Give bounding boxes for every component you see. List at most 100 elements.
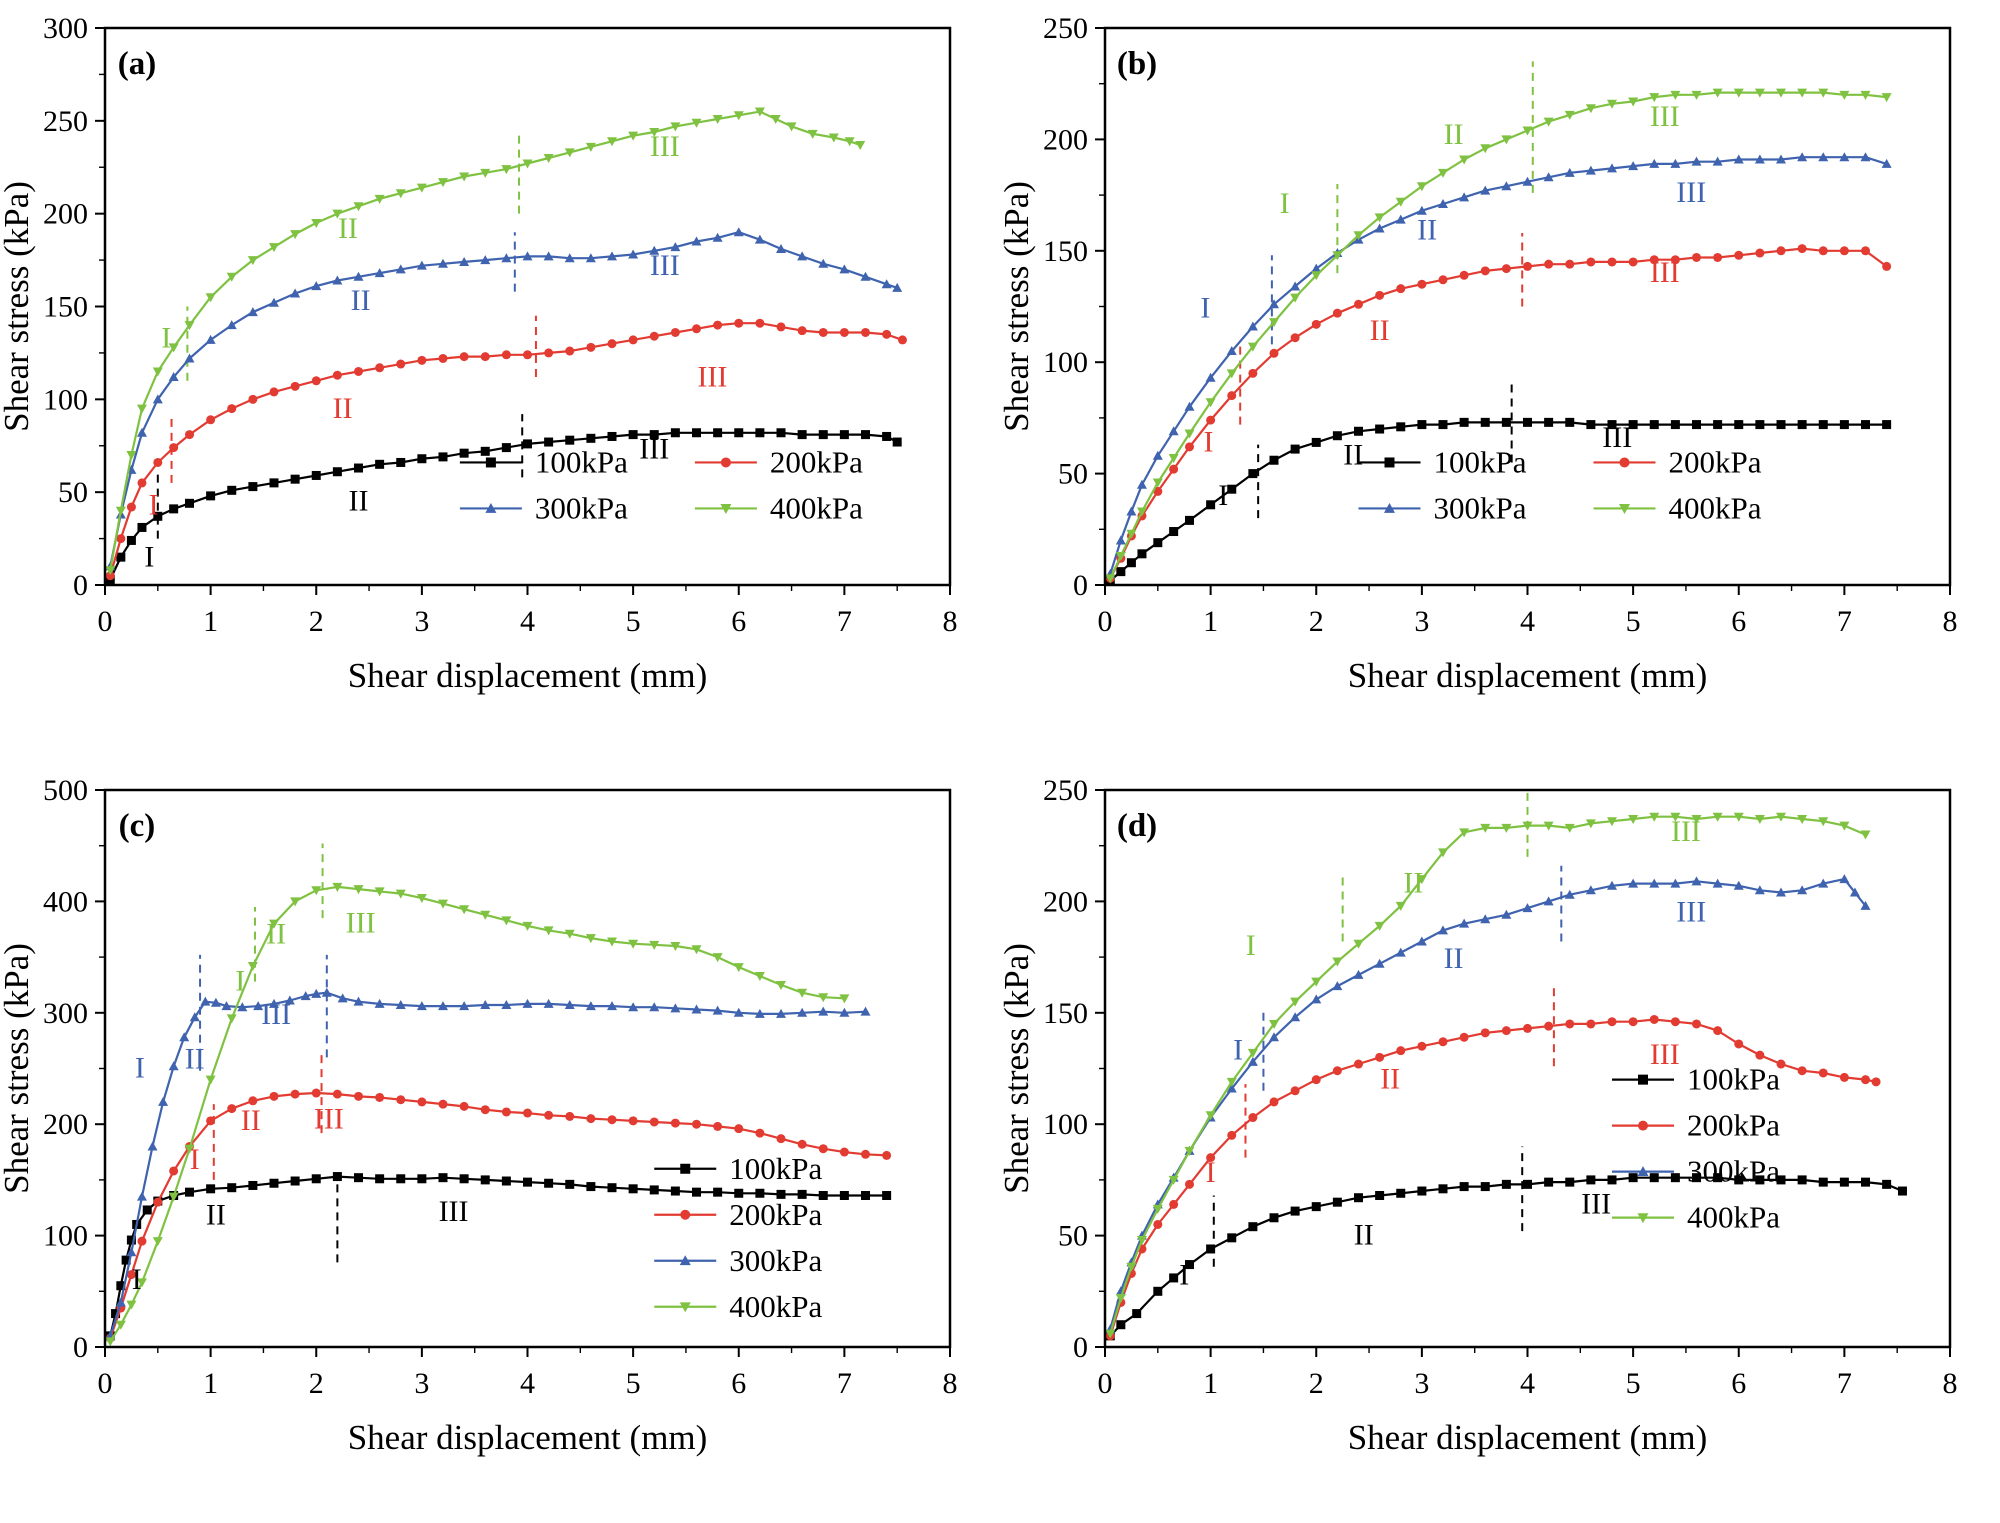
- svg-text:400: 400: [43, 885, 88, 918]
- svg-text:7: 7: [1837, 605, 1852, 638]
- svg-text:1: 1: [203, 1367, 218, 1400]
- svg-text:III: III: [261, 998, 291, 1031]
- svg-text:Shear stress (kPa): Shear stress (kPa): [1000, 943, 1036, 1194]
- svg-text:8: 8: [943, 1367, 958, 1400]
- svg-text:III: III: [1650, 1038, 1680, 1071]
- svg-text:8: 8: [1943, 605, 1958, 638]
- svg-text:III: III: [1581, 1187, 1611, 1220]
- svg-text:II: II: [185, 1043, 205, 1076]
- svg-text:250: 250: [1043, 12, 1088, 45]
- svg-text:II: II: [351, 284, 371, 317]
- svg-text:7: 7: [837, 1367, 852, 1400]
- svg-text:250: 250: [43, 105, 88, 138]
- svg-text:200kPa: 200kPa: [729, 1197, 822, 1232]
- svg-text:200kPa: 200kPa: [1687, 1108, 1780, 1143]
- svg-text:II: II: [1403, 866, 1423, 899]
- svg-text:1: 1: [1203, 605, 1218, 638]
- svg-text:300: 300: [43, 12, 88, 45]
- svg-text:6: 6: [731, 1367, 746, 1400]
- svg-text:I: I: [144, 540, 154, 573]
- svg-text:II: II: [1343, 439, 1363, 472]
- svg-text:II: II: [1444, 118, 1464, 151]
- svg-text:50: 50: [1058, 1220, 1088, 1253]
- svg-text:200: 200: [43, 1108, 88, 1141]
- svg-text:0: 0: [98, 1367, 113, 1400]
- svg-text:6: 6: [1731, 1367, 1746, 1400]
- svg-text:6: 6: [1731, 605, 1746, 638]
- svg-text:400kPa: 400kPa: [1669, 490, 1762, 525]
- svg-text:4: 4: [1520, 1367, 1535, 1400]
- svg-text:4: 4: [1520, 605, 1535, 638]
- svg-text:3: 3: [414, 1367, 429, 1400]
- svg-text:II: II: [1380, 1063, 1400, 1096]
- svg-text:7: 7: [1837, 1367, 1852, 1400]
- svg-text:II: II: [266, 918, 286, 951]
- svg-text:III: III: [650, 249, 680, 282]
- svg-text:III: III: [1650, 256, 1680, 289]
- svg-text:III: III: [346, 907, 376, 940]
- svg-text:100: 100: [1043, 346, 1088, 379]
- svg-text:III: III: [439, 1195, 469, 1228]
- svg-text:5: 5: [626, 605, 641, 638]
- svg-text:0: 0: [1098, 605, 1113, 638]
- svg-text:I: I: [190, 1143, 200, 1176]
- svg-text:Shear displacement (mm): Shear displacement (mm): [1348, 1418, 1708, 1457]
- svg-text:3: 3: [414, 605, 429, 638]
- chart-panel-c: I II III I II III I II III I II III 0 1 2 3 4 5 6 7 8 0 100 200…: [0, 762, 1000, 1523]
- svg-text:100: 100: [43, 383, 88, 416]
- svg-text:II: II: [206, 1198, 226, 1231]
- svg-text:200: 200: [1043, 123, 1088, 156]
- chart-panel-b: I II III I II III I II III I II III 0 1 2 3 4 5 6 7 8 0 50 100 1…: [1000, 0, 2000, 762]
- svg-text:5: 5: [1626, 1367, 1641, 1400]
- svg-text:1: 1: [1203, 1367, 1218, 1400]
- svg-text:III: III: [1671, 815, 1701, 848]
- svg-text:7: 7: [837, 605, 852, 638]
- svg-text:2: 2: [309, 605, 324, 638]
- svg-text:Shear displacement (mm): Shear displacement (mm): [348, 1418, 708, 1457]
- svg-text:Shear stress (kPa): Shear stress (kPa): [0, 181, 36, 432]
- svg-text:II: II: [333, 392, 353, 425]
- svg-text:Shear stress (kPa): Shear stress (kPa): [1000, 181, 1036, 432]
- svg-text:4: 4: [520, 1367, 535, 1400]
- svg-text:0: 0: [73, 569, 88, 602]
- svg-text:200kPa: 200kPa: [1669, 444, 1762, 479]
- svg-text:4: 4: [520, 605, 535, 638]
- svg-text:2: 2: [1309, 1367, 1324, 1400]
- svg-text:0: 0: [1073, 569, 1088, 602]
- svg-text:3: 3: [1414, 1367, 1429, 1400]
- svg-text:500: 500: [43, 774, 88, 807]
- svg-text:III: III: [1650, 100, 1680, 133]
- svg-text:III: III: [1676, 176, 1706, 209]
- svg-text:150: 150: [43, 291, 88, 324]
- svg-text:300kPa: 300kPa: [1687, 1154, 1780, 1189]
- chart-panel-d: I II III I II III I II III I II III 0 1 2 3 4 5 6 7 8 0 50 100 1…: [1000, 762, 2000, 1523]
- svg-text:I: I: [135, 1051, 145, 1084]
- svg-text:II: II: [1370, 314, 1390, 347]
- svg-text:II: II: [1417, 214, 1437, 247]
- svg-text:I: I: [1218, 479, 1228, 512]
- svg-text:5: 5: [1626, 605, 1641, 638]
- svg-text:0: 0: [98, 605, 113, 638]
- svg-text:50: 50: [58, 476, 88, 509]
- svg-text:I: I: [1246, 929, 1256, 962]
- svg-text:2: 2: [1309, 605, 1324, 638]
- svg-text:(c): (c): [119, 808, 156, 844]
- svg-text:150: 150: [1043, 997, 1088, 1030]
- svg-text:400kPa: 400kPa: [729, 1289, 822, 1324]
- svg-text:100kPa: 100kPa: [729, 1151, 822, 1186]
- svg-text:II: II: [241, 1104, 261, 1137]
- svg-text:300kPa: 300kPa: [729, 1243, 822, 1278]
- svg-text:Shear displacement (mm): Shear displacement (mm): [1348, 656, 1708, 695]
- svg-text:I: I: [132, 1263, 142, 1296]
- svg-text:8: 8: [943, 605, 958, 638]
- svg-text:100kPa: 100kPa: [1687, 1062, 1780, 1097]
- svg-text:0: 0: [73, 1331, 88, 1364]
- svg-text:III: III: [1602, 421, 1632, 454]
- svg-text:400kPa: 400kPa: [770, 490, 863, 525]
- svg-text:100: 100: [43, 1220, 88, 1253]
- svg-text:III: III: [650, 130, 680, 163]
- svg-text:I: I: [1204, 425, 1214, 458]
- svg-text:I: I: [1280, 187, 1290, 220]
